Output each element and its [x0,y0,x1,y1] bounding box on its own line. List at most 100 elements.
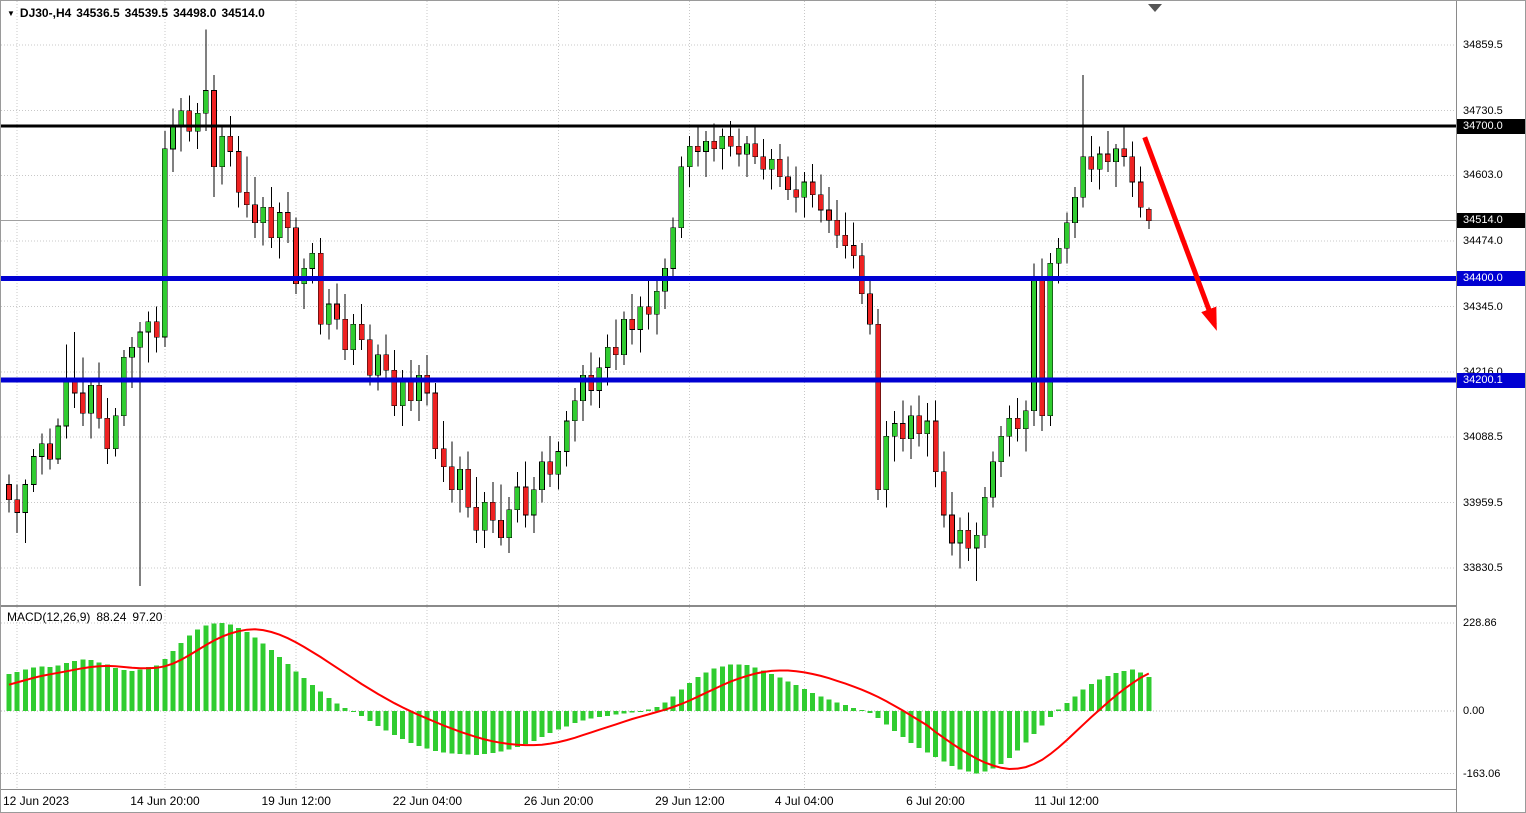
candle-bull [30,456,37,485]
high-value: 34539.5 [124,6,169,20]
candle-bull [621,318,627,356]
candle-bull [63,377,70,427]
candle-bear [407,379,414,401]
candle-bear [850,245,857,256]
price-chart-canvas[interactable] [1,1,1456,605]
candle-bull [145,321,152,333]
candle-bear [334,303,340,320]
candle-bear [80,392,86,414]
candle-bull [399,379,406,406]
pane-splitter[interactable] [1,605,1456,607]
macd-bar [851,707,857,711]
time-tick-label: 6 Jul 20:00 [906,794,965,808]
candle-bear [14,499,20,513]
macd-bar [72,660,78,711]
candle-bull [219,135,225,167]
candle-bull [55,425,62,460]
candle-bear [867,293,873,325]
candle-bear [391,369,398,407]
candle-bear [776,158,783,178]
candle-bull [1022,410,1029,429]
candle-bull [883,435,890,490]
macd-bar [145,667,151,711]
macd-bar [728,664,734,711]
candle-bull [670,227,677,269]
trend-arrow-annotation[interactable] [1142,136,1217,331]
candle-bull [1006,418,1013,437]
low-value: 34498.0 [173,6,217,20]
candle-bull [129,346,135,358]
level-price-badge: 34700.0 [1457,118,1525,134]
candle-bear [284,212,291,229]
macd-bar [1031,710,1037,734]
macd-bar [564,710,570,727]
macd-bar [1088,684,1094,711]
candle-bull [973,534,980,549]
macd-bar [96,662,102,711]
macd-bar [367,710,373,721]
candle-bull [309,252,316,269]
candle-bull [1031,278,1037,412]
quick-trade-triangle-icon[interactable]: ▼ [7,9,15,18]
candle-bear [932,420,939,473]
time-tick-label: 29 Jun 12:00 [655,794,725,808]
macd-bar [703,672,709,711]
macd-panel-canvas[interactable] [1,607,1456,789]
macd-bar [162,658,168,711]
candle-bear [940,471,947,516]
candle-bull [801,181,808,198]
candle-bull [194,113,201,132]
macd-tick-label: 0.00 [1463,704,1485,717]
macd-bar [137,669,143,711]
candle-bear [834,219,841,236]
price-tick-label: 34603.0 [1463,169,1503,182]
macd-bar [1080,689,1086,711]
macd-bar [260,643,266,711]
price-axis[interactable]: 34859.534730.534603.034474.034345.034216… [1456,1,1525,812]
macd-bar [654,707,660,711]
candle-bull [981,496,988,536]
symbol-period-label: DJ30-,H4 [19,6,72,20]
macd-bar [883,710,889,725]
time-axis[interactable]: 12 Jun 2023 14 Jun 20:00 19 Jun 12:00 22 Ju… [1,790,1456,812]
macd-bar [793,685,799,711]
chart-shift-marker-icon[interactable] [1148,4,1162,12]
time-tick-label: 4 Jul 04:00 [774,794,834,808]
macd-bar [178,642,184,711]
close-value: 34514.0 [221,6,265,20]
time-tick-label: 12 Jun 2023 [3,794,70,808]
macd-bar [39,666,45,711]
macd-bar [867,710,873,713]
candle-bull [957,529,964,544]
bid-price-badge: 34514.0 [1457,213,1525,229]
macd-bar [842,705,848,711]
macd-bar [646,709,652,711]
macd-bar [318,691,324,711]
macd-bar [719,666,725,711]
main-gridlines [1,1,1456,605]
macd-bar [219,622,225,711]
macd-bar [104,664,110,711]
macd-bar [662,702,668,711]
macd-histogram [6,622,1152,774]
candle-bear [1039,278,1045,417]
candle-bull [506,509,513,539]
macd-bar [1121,670,1127,711]
macd-bar [203,625,209,711]
candle-bear [875,324,882,490]
candle-bull [1064,222,1070,249]
macd-bar [801,689,807,711]
time-tick-label: 26 Jun 20:00 [523,794,594,808]
macd-bar [383,710,389,731]
macd-bar [400,710,406,739]
candle-bull [998,435,1005,462]
candle-bull [908,415,914,440]
candle-bear [711,141,718,150]
macd-bar [834,702,840,711]
macd-bar [974,710,980,774]
macd-bar [547,710,553,734]
macd-bar [760,670,766,711]
candle-bull [88,385,94,414]
candle-bear [793,189,800,198]
macd-bar [990,710,996,769]
